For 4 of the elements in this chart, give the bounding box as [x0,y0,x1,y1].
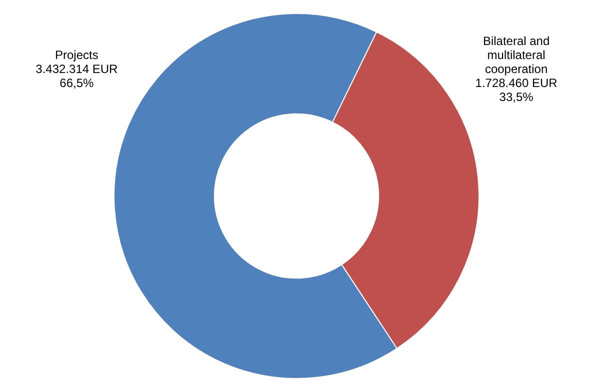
slice-label: Bilateral and multilateral cooperation [482,34,550,76]
data-label: 3.432.314 EUR 66,5% [36,62,118,90]
slice-label: Projects [55,48,98,62]
data-label: 1.728.460 EUR 33,5% [475,76,558,104]
